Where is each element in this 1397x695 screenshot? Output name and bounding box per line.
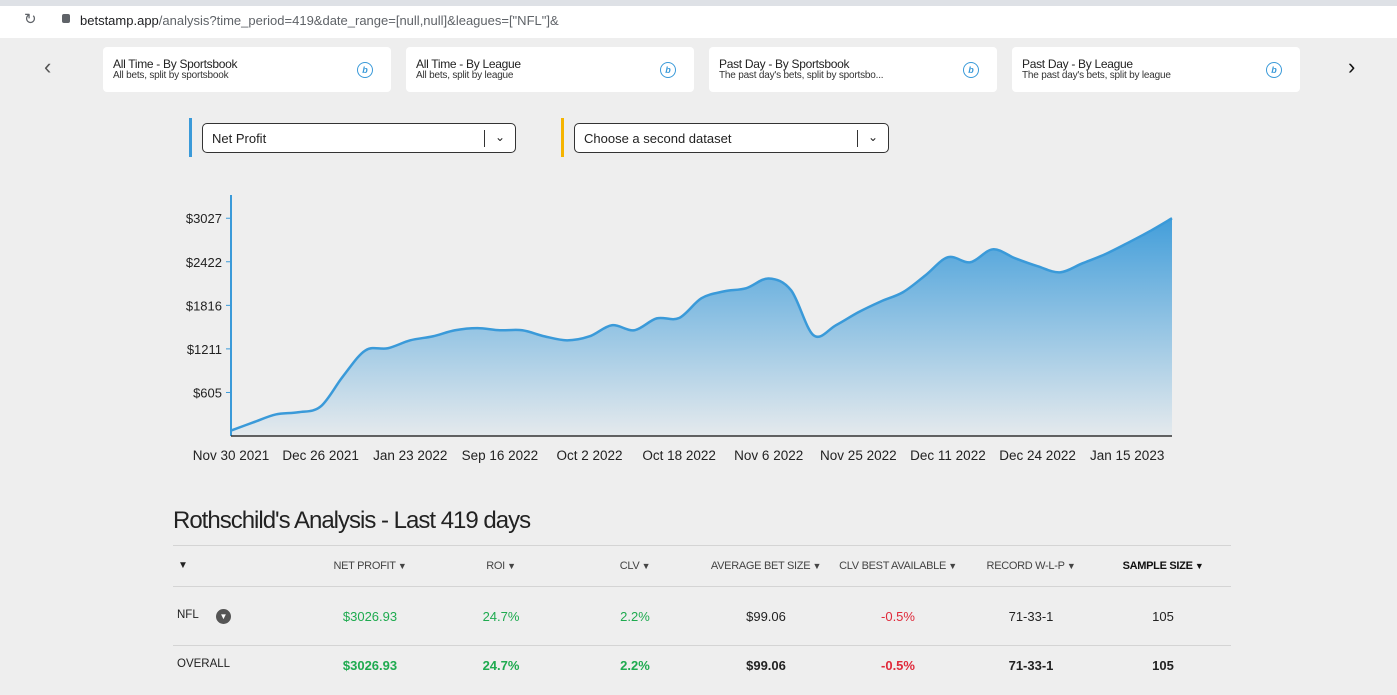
sort-icon: ▼ bbox=[810, 561, 822, 571]
card-title: Past Day - By Sportsbook bbox=[719, 57, 850, 71]
x-tick-label: Oct 18 2022 bbox=[642, 448, 716, 463]
area bbox=[231, 218, 1172, 436]
card-subtitle: All bets, split by league bbox=[416, 70, 514, 81]
x-tick-label: Nov 25 2022 bbox=[820, 448, 897, 463]
card-subtitle: The past day's bets, split by league bbox=[1022, 70, 1171, 81]
x-tick-label: Nov 6 2022 bbox=[734, 448, 803, 463]
header-label: ROI bbox=[486, 560, 505, 572]
dropdown-value: Choose a second dataset bbox=[584, 131, 732, 146]
table-cell: 71-33-1 bbox=[1008, 609, 1054, 624]
table-cell: $99.06 bbox=[746, 658, 786, 673]
sort-icon: ▼ bbox=[1192, 561, 1204, 571]
info-icon[interactable]: b bbox=[1266, 62, 1282, 78]
table-cell: 105 bbox=[1152, 658, 1174, 673]
card-subtitle: The past day's bets, split by sportsbo..… bbox=[719, 70, 884, 81]
info-icon[interactable]: b bbox=[660, 62, 676, 78]
table-cell: 71-33-1 bbox=[1008, 658, 1054, 673]
table-cell: 105 bbox=[1152, 609, 1174, 624]
card-title: Past Day - By League bbox=[1022, 57, 1133, 71]
x-tick-label: Jan 15 2023 bbox=[1090, 448, 1164, 463]
url-path: /analysis?time_period=419&date_range=[nu… bbox=[158, 13, 559, 28]
chart: $605 $1211 $1816 $2422 $3027 Nov 30 2021 Dec 2… bbox=[186, 195, 1173, 463]
y-tick-label: $3027 bbox=[186, 211, 222, 226]
row-label: NFL bbox=[177, 609, 199, 621]
analysis-card[interactable]: All Time - By Sportsbook All bets, split … bbox=[103, 47, 391, 92]
table-cell: 24.7% bbox=[482, 609, 520, 624]
series-color-bar bbox=[189, 118, 192, 157]
table-cell: $3026.93 bbox=[342, 609, 398, 624]
column-header[interactable]: RECORD W-L-P ▼ bbox=[987, 560, 1076, 572]
info-icon[interactable]: b bbox=[357, 62, 373, 78]
header-label: NET PROFIT bbox=[333, 560, 396, 572]
y-tick-label: $1816 bbox=[186, 298, 222, 313]
expand-all[interactable]: ▼ bbox=[178, 560, 188, 571]
table-cell: $3026.93 bbox=[342, 658, 398, 673]
x-tick-label: Nov 30 2021 bbox=[193, 448, 270, 463]
x-tick-label: Jan 23 2022 bbox=[373, 448, 447, 463]
dataset-dropdown[interactable]: Net Profit ⌄ bbox=[202, 123, 516, 153]
lock-icon bbox=[62, 14, 70, 23]
column-header[interactable]: CLV ▼ bbox=[620, 560, 651, 572]
table-cell: $99.06 bbox=[746, 609, 786, 624]
card-title: All Time - By Sportsbook bbox=[113, 57, 238, 71]
sort-icon: ▼ bbox=[504, 561, 516, 571]
header-label: AVERAGE BET SIZE bbox=[710, 560, 811, 572]
sort-icon: ▼ bbox=[946, 561, 957, 571]
x-tick-label: Dec 11 2022 bbox=[910, 448, 986, 463]
sort-icon: ▼ bbox=[639, 561, 651, 571]
header-label: CLV bbox=[619, 560, 640, 572]
table-cell: 2.2% bbox=[620, 658, 650, 673]
analysis-card[interactable]: Past Day - By League The past day's bets,… bbox=[1012, 47, 1300, 92]
reload-button[interactable]: ↻ bbox=[24, 11, 37, 28]
card-subtitle: All bets, split by sportsbook bbox=[113, 70, 229, 81]
prev-arrow[interactable]: ‹ bbox=[44, 54, 52, 79]
table-cell: 24.7% bbox=[482, 658, 520, 673]
table-cell: -0.5% bbox=[881, 609, 915, 624]
next-arrow[interactable]: › bbox=[1348, 54, 1356, 79]
column-header[interactable]: AVERAGE BET SIZE ▼ bbox=[711, 560, 821, 572]
table-cell: 2.2% bbox=[620, 609, 650, 624]
browser-bar bbox=[0, 0, 1397, 38]
dropdown-value: Net Profit bbox=[212, 131, 267, 146]
url[interactable]: betstamp.app/analysis?time_period=419&da… bbox=[80, 13, 559, 28]
url-host: betstamp.app bbox=[80, 13, 159, 28]
sort-icon: ▼ bbox=[395, 561, 407, 571]
x-tick-label: Sep 16 2022 bbox=[462, 448, 539, 463]
sort-icon: ▼ bbox=[1064, 561, 1076, 571]
tab-strip bbox=[0, 0, 1397, 6]
y-tick-label: $605 bbox=[193, 385, 222, 400]
series-color-bar bbox=[561, 118, 564, 157]
dataset-dropdown[interactable]: Choose a second dataset ⌄ bbox=[574, 123, 889, 153]
x-tick-label: Oct 2 2022 bbox=[556, 448, 622, 463]
divider bbox=[173, 645, 1231, 646]
info-icon[interactable]: b bbox=[963, 62, 979, 78]
row-label: OVERALL bbox=[177, 658, 231, 670]
x-tick-label: Dec 26 2021 bbox=[282, 448, 359, 463]
analysis-card[interactable]: Past Day - By Sportsbook The past day's b… bbox=[709, 47, 997, 92]
column-header[interactable]: CLV BEST AVAILABLE ▼ bbox=[839, 560, 957, 572]
header-label: RECORD W-L-P bbox=[986, 560, 1065, 572]
column-header[interactable]: ROI ▼ bbox=[486, 560, 516, 572]
header-label: CLV BEST AVAILABLE bbox=[839, 560, 947, 572]
analysis-title: Rothschild's Analysis - Last 419 days bbox=[173, 507, 531, 534]
card-title: All Time - By League bbox=[416, 57, 521, 71]
y-tick-label: $1211 bbox=[187, 342, 222, 357]
expand-row-button[interactable]: ▼ bbox=[216, 609, 231, 624]
analysis-card[interactable]: All Time - By League All bets, split by l… bbox=[406, 47, 694, 92]
divider bbox=[173, 545, 1231, 546]
line bbox=[230, 217, 1173, 432]
header-label: SAMPLE SIZE bbox=[1122, 560, 1193, 572]
column-header[interactable]: SAMPLE SIZE ▼ bbox=[1123, 560, 1204, 572]
y-tick-label: $2422 bbox=[186, 255, 222, 270]
table-cell: -0.5% bbox=[881, 658, 915, 673]
column-header[interactable]: NET PROFIT ▼ bbox=[333, 560, 406, 572]
x-tick-label: Dec 24 2022 bbox=[999, 448, 1076, 463]
divider bbox=[173, 586, 1231, 587]
